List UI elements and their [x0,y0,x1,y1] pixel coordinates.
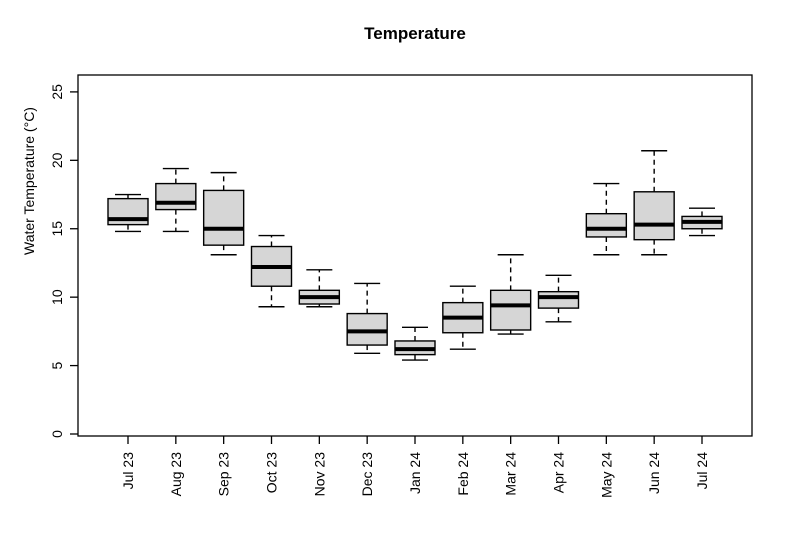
y-tick-label: 0 [49,430,65,438]
plot-border [77,74,753,437]
x-tick-label-jan-24: Jan 24 [407,452,423,494]
x-tick-label-dec-23: Dec 23 [359,452,375,497]
y-tick-label: 20 [49,152,65,168]
x-tick-label-nov-23: Nov 23 [311,452,327,497]
boxplot-jun-24-box [633,191,675,241]
boxplot-dec-23-box [346,312,388,346]
x-tick-label-mar-24: Mar 24 [503,452,519,496]
chart-title: Temperature [364,24,466,43]
y-axis-title-text: Water Temperature (°C) [21,107,37,255]
y-tick-label: 10 [49,289,65,305]
boxplot-may-24-box [585,212,628,238]
x-tick-label-apr-24: Apr 24 [551,452,567,493]
x-tick-label-jun-24: Jun 24 [646,452,662,494]
x-tick-label-aug-23: Aug 23 [168,452,184,497]
boxplot-apr-24-box [537,290,580,309]
boxplot-mar-24-box [489,289,532,331]
x-tick-label-may-24: May 24 [598,452,614,498]
y-tick-label: 5 [49,361,65,369]
y-tick-label: 15 [49,221,65,237]
boxplot-aug-23-box [155,182,197,211]
x-tick-label-jul-23: Jul 23 [120,452,136,490]
x-tick-label-sep-23: Sep 23 [216,452,232,497]
y-tick-label: 25 [49,84,65,100]
x-tick-label-feb-24: Feb 24 [455,452,471,496]
x-tick-label-jul-24: Jul 24 [694,452,710,490]
x-tick-label-oct-23: Oct 23 [264,452,280,493]
boxplot-sep-23-box [202,189,245,246]
